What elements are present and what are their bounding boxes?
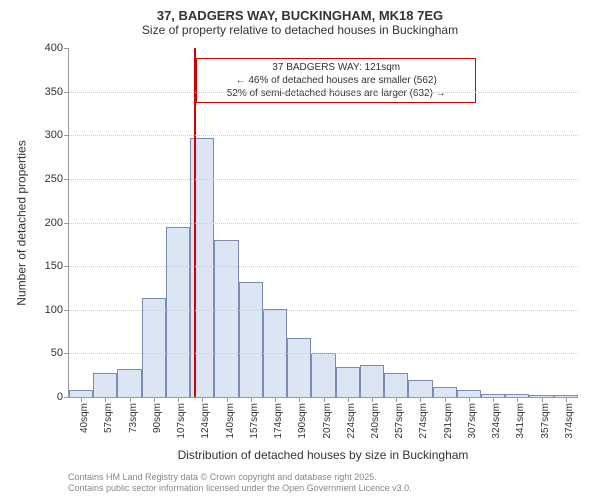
histogram-bar [142, 298, 166, 397]
y-tick-label: 250 [45, 173, 69, 185]
histogram-bar [69, 390, 93, 397]
x-tick-label: 174sqm [273, 403, 284, 439]
annotation-box: 37 BADGERS WAY: 121sqm ← 46% of detached… [196, 58, 476, 103]
x-tick-mark [299, 397, 300, 402]
histogram-bar [166, 227, 190, 397]
x-tick-label: 57sqm [103, 403, 114, 433]
x-tick-mark [275, 397, 276, 402]
x-tick-label: 140sqm [225, 403, 236, 439]
x-tick-mark [445, 397, 446, 402]
x-tick-label: 107sqm [176, 403, 187, 439]
x-tick-label: 291sqm [443, 403, 454, 439]
x-tick-label: 257sqm [394, 403, 405, 439]
histogram-bar [239, 282, 263, 397]
x-tick-label: 73sqm [128, 403, 139, 433]
x-tick-mark [324, 397, 325, 402]
footer-line2: Contains public sector information licen… [68, 483, 412, 494]
x-tick-label: 357sqm [540, 403, 551, 439]
y-tick-label: 200 [45, 217, 69, 229]
footer-line1: Contains HM Land Registry data © Crown c… [68, 472, 412, 483]
y-axis-title-text: Number of detached properties [15, 140, 29, 305]
x-tick-label: 374sqm [564, 403, 575, 439]
histogram-bar [287, 338, 311, 397]
annotation-line2: ← 46% of detached houses are smaller (56… [203, 74, 469, 87]
x-tick-label: 157sqm [249, 403, 260, 439]
x-tick-mark [469, 397, 470, 402]
grid-line [69, 92, 578, 93]
x-tick-label: 207sqm [322, 403, 333, 439]
y-tick-label: 50 [51, 347, 69, 359]
histogram-bar [311, 353, 335, 397]
x-tick-label: 341sqm [515, 403, 526, 439]
x-tick-label: 240sqm [370, 403, 381, 439]
x-tick-label: 307sqm [467, 403, 478, 439]
x-tick-label: 90sqm [152, 403, 163, 433]
x-tick-label: 124sqm [200, 403, 211, 439]
x-tick-mark [178, 397, 179, 402]
y-tick-label: 300 [45, 129, 69, 141]
y-tick-label: 350 [45, 86, 69, 98]
x-tick-label: 40sqm [79, 403, 90, 433]
x-tick-mark [542, 397, 543, 402]
x-tick-label: 324sqm [491, 403, 502, 439]
y-tick-label: 100 [45, 304, 69, 316]
grid-line [69, 135, 578, 136]
y-tick-label: 150 [45, 260, 69, 272]
grid-line [69, 310, 578, 311]
x-tick-mark [130, 397, 131, 402]
x-tick-mark [566, 397, 567, 402]
grid-line [69, 223, 578, 224]
histogram-bar [384, 373, 408, 397]
x-tick-mark [154, 397, 155, 402]
y-tick-label: 400 [45, 42, 69, 54]
histogram-bar [457, 390, 481, 397]
x-tick-label: 274sqm [418, 403, 429, 439]
histogram-bar [408, 380, 432, 397]
x-tick-mark [493, 397, 494, 402]
x-tick-label: 190sqm [297, 403, 308, 439]
x-tick-mark [81, 397, 82, 402]
grid-line [69, 266, 578, 267]
x-tick-mark [202, 397, 203, 402]
chart-area: 37 BADGERS WAY: 121sqm ← 46% of detached… [68, 48, 578, 398]
title-sub: Size of property relative to detached ho… [0, 23, 600, 43]
attribution-footer: Contains HM Land Registry data © Crown c… [68, 472, 412, 495]
grid-line [69, 353, 578, 354]
plot-region: 37 BADGERS WAY: 121sqm ← 46% of detached… [68, 48, 578, 398]
y-axis-title: Number of detached properties [14, 48, 30, 398]
x-tick-mark [372, 397, 373, 402]
x-tick-mark [251, 397, 252, 402]
annotation-line1: 37 BADGERS WAY: 121sqm [203, 61, 469, 74]
y-tick-label: 0 [57, 391, 69, 403]
histogram-bar [117, 369, 141, 397]
x-tick-mark [105, 397, 106, 402]
grid-line [69, 179, 578, 180]
histogram-bar [433, 387, 457, 397]
histogram-bar [336, 367, 360, 397]
x-tick-mark [396, 397, 397, 402]
annotation-line3: 52% of semi-detached houses are larger (… [203, 87, 469, 100]
histogram-bar [214, 240, 238, 397]
title-main: 37, BADGERS WAY, BUCKINGHAM, MK18 7EG [0, 0, 600, 23]
x-tick-mark [227, 397, 228, 402]
histogram-bar [360, 365, 384, 397]
x-tick-mark [348, 397, 349, 402]
x-tick-label: 224sqm [346, 403, 357, 439]
x-axis-title: Distribution of detached houses by size … [68, 448, 578, 462]
histogram-bar [93, 373, 117, 397]
x-tick-mark [420, 397, 421, 402]
x-tick-mark [517, 397, 518, 402]
